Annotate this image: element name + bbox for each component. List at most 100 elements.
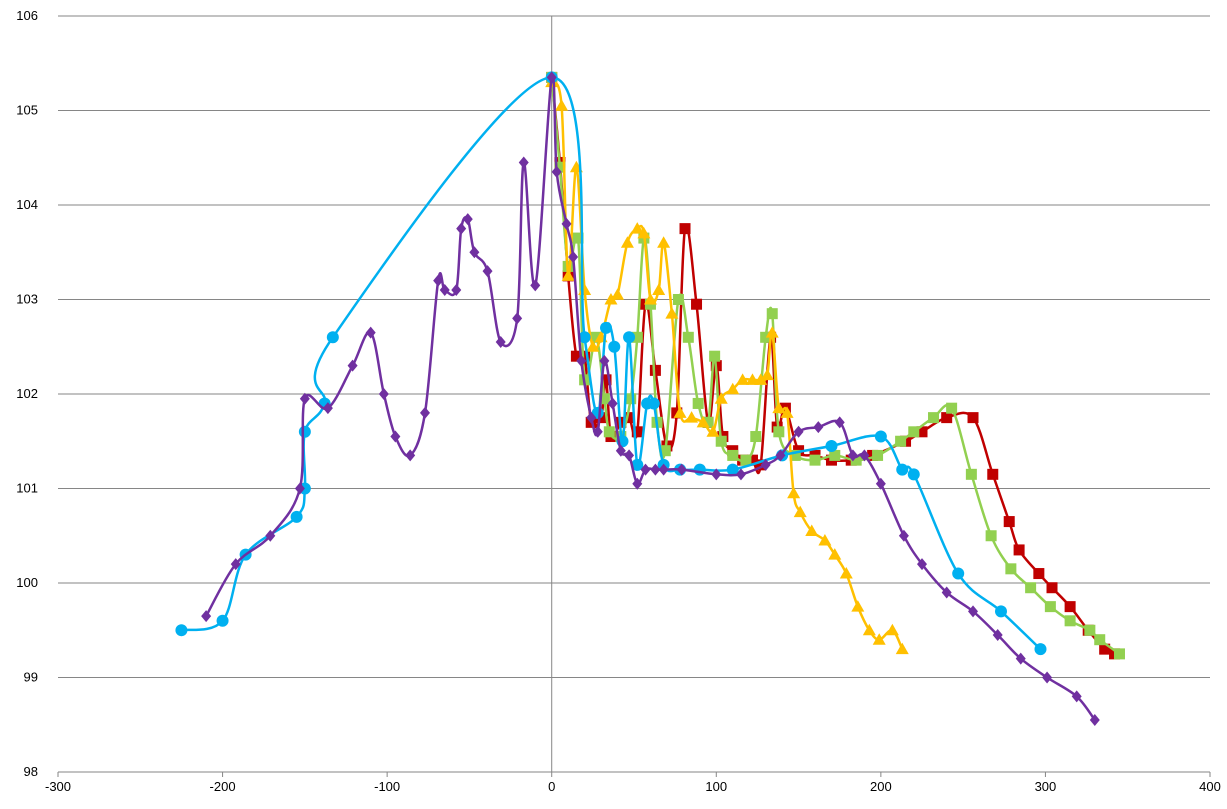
series-3-point [1034,643,1047,656]
series-3-point [600,321,613,334]
series-4-point [735,468,746,481]
series-4-point [419,406,430,419]
series-4-point [469,246,480,259]
series-2-point [885,623,899,636]
series-1-point [1005,563,1017,575]
series-1-point [750,431,762,443]
series-0-point [1013,544,1025,556]
series-2-point [895,642,909,655]
series-4-point [390,430,401,443]
axes [57,15,1211,777]
y-tick-label: 100 [16,575,38,590]
series-1-point [631,331,643,343]
series-1-point [727,449,739,461]
series-2-point [620,236,634,248]
series-4-point [859,449,870,462]
series-4-point [834,416,845,429]
series-0-point [916,426,928,438]
series-2-point [726,382,740,395]
series-2-point [793,505,807,518]
series-4-point [1042,671,1053,684]
series-3-point [298,425,311,438]
series-4-point [322,402,333,415]
series-4-point [439,284,450,297]
series-1-point [829,449,841,461]
series-4-point [433,274,444,287]
series-2-point [862,623,876,636]
series-0-point [691,298,703,310]
series-1-point [760,331,772,343]
series-4-line [205,73,1096,721]
series-4-point [711,468,722,481]
series-1-point [809,454,821,466]
series-layer [175,71,1125,727]
series-4-point [917,558,927,571]
series-0-line [550,77,1116,656]
series-1-point [659,445,671,457]
series-2-point [780,406,794,418]
series-4-point [201,610,212,623]
series-2-point [555,99,569,111]
series-1-point [740,454,752,466]
series-4-point [650,463,661,476]
series-3-point [952,567,965,580]
series-3-point [290,510,303,523]
series-4-point [230,558,241,571]
series-2-point [611,288,625,300]
series-4-point [561,217,572,230]
y-tick-label: 102 [16,386,38,401]
series-2-point [839,567,853,579]
series-4-point [640,463,651,476]
tick-labels: -300 -200 -100 0 100 200 300 400 98 99 100 101 102 10… [16,8,1221,794]
series-4 [201,71,1100,727]
series-2-point [696,415,710,428]
series-0-point [631,426,643,438]
series-2-point [736,373,750,385]
series-0-point [1099,643,1111,655]
series-2-point [787,486,801,499]
series-3-point [623,331,636,344]
series-4-point [456,222,467,235]
series-1-point [773,426,785,438]
series-1-point [789,449,801,461]
series-3-point [578,331,591,344]
series-1-point [572,232,584,244]
series-4-point [586,411,597,424]
series-2 [545,75,909,655]
series-2-point [586,340,600,352]
series-2-point [772,401,786,414]
series-1-point [766,308,778,320]
series-4-point [294,482,305,495]
series-1-point [715,435,727,447]
series-1-point [554,161,566,173]
series-4-point [347,359,358,372]
x-tick-label: 200 [870,779,892,794]
series-4-point [378,388,389,400]
series-1-point [1044,601,1056,613]
series-1-point [928,412,940,424]
series-1-point [709,350,721,362]
x-tick-label: 400 [1199,779,1221,794]
series-3-point [326,331,339,344]
series-2-point [561,269,575,281]
series-1-point [872,449,884,461]
series-3-point [825,439,838,452]
series-4-point [265,529,276,542]
y-tick-label: 98 [24,764,38,779]
y-tick-label: 103 [16,292,38,307]
series-4-point [592,425,603,438]
series-4-point [1089,714,1100,727]
series-1-point [702,416,714,428]
series-2-point [828,548,842,560]
series-1-point [1084,624,1096,636]
series-3-point [631,458,644,471]
x-tick-label: -200 [210,779,236,794]
series-2-point [630,222,644,234]
series-4-point [793,425,804,438]
series-3-point [874,430,887,443]
y-tick-label: 105 [16,103,38,118]
series-1-point [946,402,958,414]
series-2-point [652,283,666,296]
series-1-point [908,426,920,438]
series-0-point [600,374,612,386]
